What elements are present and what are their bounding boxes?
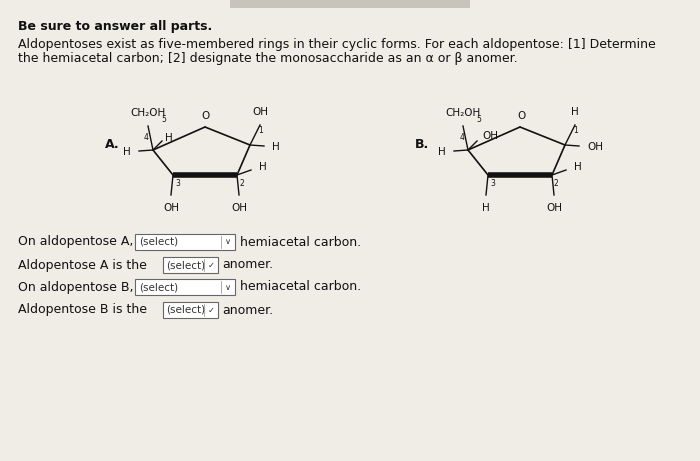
- Text: H: H: [574, 162, 582, 172]
- Text: OH: OH: [587, 142, 603, 152]
- Text: CH₂OH: CH₂OH: [130, 108, 166, 118]
- Text: (select): (select): [166, 305, 205, 315]
- Text: (select): (select): [139, 282, 178, 292]
- Text: (select): (select): [139, 237, 178, 247]
- Text: H: H: [165, 133, 173, 143]
- Text: the hemiacetal carbon; [2] designate the monosaccharide as an α or β anomer.: the hemiacetal carbon; [2] designate the…: [18, 52, 517, 65]
- Text: On aldopentose A,: On aldopentose A,: [18, 236, 134, 248]
- Text: 3: 3: [490, 179, 495, 188]
- Text: 1: 1: [573, 126, 578, 135]
- Text: hemiacetal carbon.: hemiacetal carbon.: [240, 236, 361, 248]
- Text: OH: OH: [163, 203, 179, 213]
- Text: 2: 2: [554, 179, 559, 188]
- Text: B.: B.: [415, 138, 429, 152]
- Text: OH: OH: [231, 203, 247, 213]
- Text: 2: 2: [239, 179, 244, 188]
- Bar: [163, 257, 218, 273]
- Text: H: H: [571, 107, 579, 117]
- Text: OH: OH: [482, 131, 498, 141]
- Text: ∨: ∨: [225, 237, 231, 247]
- Text: 5: 5: [476, 115, 481, 124]
- Text: anomer.: anomer.: [222, 303, 273, 317]
- Text: hemiacetal carbon.: hemiacetal carbon.: [240, 280, 361, 294]
- Text: H: H: [272, 142, 280, 152]
- Text: ✓: ✓: [207, 260, 214, 270]
- Text: Be sure to answer all parts.: Be sure to answer all parts.: [18, 20, 212, 33]
- Text: O: O: [202, 111, 210, 121]
- Bar: [135, 234, 235, 250]
- Text: 4: 4: [459, 134, 464, 142]
- Text: H: H: [482, 203, 490, 213]
- Text: H: H: [259, 162, 267, 172]
- Text: Aldopentose A is the: Aldopentose A is the: [18, 259, 147, 272]
- Bar: [163, 302, 218, 318]
- Text: 3: 3: [175, 179, 180, 188]
- Text: 1: 1: [258, 126, 262, 135]
- Text: Aldopentose B is the: Aldopentose B is the: [18, 303, 147, 317]
- Text: H: H: [438, 147, 446, 157]
- Text: anomer.: anomer.: [222, 259, 273, 272]
- Text: CH₂OH: CH₂OH: [445, 108, 481, 118]
- Text: H: H: [123, 147, 131, 157]
- Text: 4: 4: [144, 134, 149, 142]
- Text: ∨: ∨: [225, 283, 231, 291]
- Text: (select): (select): [166, 260, 205, 270]
- Bar: [230, 0, 470, 8]
- Text: O: O: [517, 111, 525, 121]
- Text: Aldopentoses exist as five-membered rings in their cyclic forms. For each aldope: Aldopentoses exist as five-membered ring…: [18, 38, 656, 51]
- Bar: [135, 279, 235, 295]
- Text: ✓: ✓: [207, 306, 214, 314]
- Text: 5: 5: [161, 115, 166, 124]
- Text: A.: A.: [105, 138, 120, 152]
- Text: OH: OH: [252, 107, 268, 117]
- Text: On aldopentose B,: On aldopentose B,: [18, 280, 134, 294]
- Text: OH: OH: [546, 203, 562, 213]
